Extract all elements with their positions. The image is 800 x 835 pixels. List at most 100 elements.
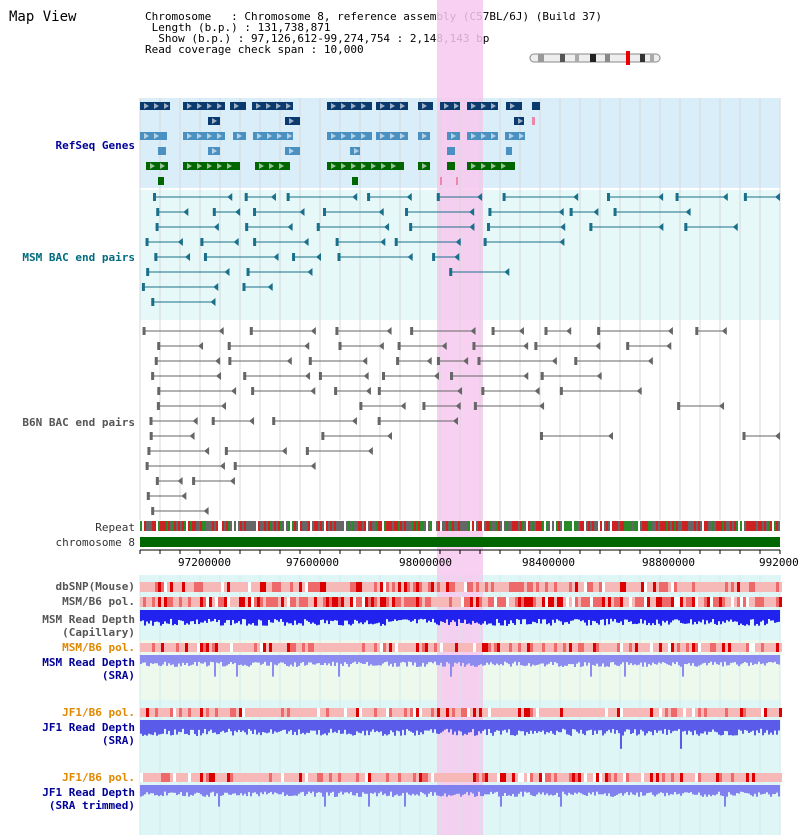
msm-pol-cell	[455, 597, 458, 607]
repeat-element	[530, 521, 532, 531]
jf1-pol-cell	[578, 708, 581, 717]
msm-pol2-cell	[767, 643, 770, 652]
jf1-pol2-cell	[248, 773, 251, 782]
repeat-element	[738, 521, 740, 531]
jf1-sra-depth-bar	[654, 720, 656, 731]
repeat-element	[618, 521, 620, 531]
b6n-bac-pair-end	[721, 327, 727, 335]
dbsnp-cell	[260, 582, 263, 592]
msm-pol2-cell	[170, 643, 173, 652]
repeat-element	[220, 521, 222, 531]
jf1-pol2-cell	[140, 773, 143, 782]
msm-capillary-depth-bar	[684, 610, 686, 624]
msm-capillary-depth-bar	[470, 610, 472, 625]
strand-arrow	[266, 103, 271, 109]
msm-capillary-depth-bar	[324, 610, 326, 624]
msm-capillary-depth-bar	[408, 610, 410, 621]
jf1-pol-cell	[308, 708, 311, 717]
msm-sra-depth-bar	[548, 655, 550, 664]
dbsnp-cell	[521, 582, 524, 592]
dbsnp-cell	[569, 582, 572, 592]
repeat-element	[650, 521, 652, 531]
msm-pol-cell	[716, 597, 719, 607]
jf1-pol-cell	[695, 708, 698, 717]
jf1-trimmed-depth-bar	[410, 785, 412, 796]
msm-capillary-depth-bar	[484, 610, 486, 622]
dbsnp-cell	[659, 582, 662, 592]
jf1-pol-cell	[560, 708, 563, 717]
repeat-element	[334, 521, 336, 531]
jf1-pol2-cell	[566, 773, 569, 782]
jf1-trimmed-depth-bar	[228, 785, 230, 795]
msm-pol2-cell	[731, 643, 734, 652]
jf1-sra-depth-bar	[422, 720, 424, 735]
jf1-trimmed-depth-bar	[596, 785, 598, 792]
msm-pol-cell	[605, 597, 608, 607]
jf1-pol2-cell	[272, 773, 275, 782]
msm-capillary-depth-bar	[648, 610, 650, 623]
jf1-sra-depth-bar	[322, 720, 324, 735]
dbsnp-cell	[332, 582, 335, 592]
bac-end-pair-tracks[interactable]	[141, 193, 780, 515]
msm-pol2-cell	[638, 643, 641, 652]
b6n-bac-pair-end	[198, 342, 204, 350]
track-label-msm-bac[interactable]: MSM BAC end pairs	[22, 251, 135, 264]
jf1-trimmed-depth-bar	[176, 785, 178, 796]
dbsnp-cell	[518, 582, 521, 592]
repeat-element	[584, 521, 586, 531]
repeat-element	[310, 521, 312, 531]
dbsnp-cell	[701, 582, 704, 592]
msm-pol2-cell	[254, 643, 257, 652]
repeat-element	[750, 521, 752, 531]
jf1-sra-depth-bar	[478, 720, 480, 732]
msm-pol2-cell	[602, 643, 605, 652]
strand-arrow	[391, 163, 396, 169]
msm-pol-cell	[482, 597, 485, 607]
jf1-pol-cell	[314, 708, 317, 717]
msm-pol2-cell	[698, 643, 701, 652]
strand-arrow	[351, 103, 356, 109]
jf1-sra-depth-bar	[656, 720, 658, 733]
msm-capillary-depth-bar	[592, 610, 594, 621]
track-label-repeat: Repeat	[95, 521, 135, 534]
msm-pol2-cell	[761, 643, 764, 652]
jf1-trimmed-depth-bar	[516, 785, 518, 797]
jf1-trimmed-depth-bar	[412, 785, 414, 794]
track-label-b6n-bac[interactable]: B6N BAC end pairs	[22, 416, 135, 429]
jf1-sra-depth-bar	[446, 720, 448, 729]
jf1-pol2-cell	[149, 773, 152, 782]
msm-pol-cell	[164, 597, 167, 607]
repeat-element	[632, 521, 634, 531]
jf1-sra-depth-bar	[348, 720, 350, 734]
msm-bac-pair-end	[335, 238, 339, 246]
msm-sra-depth-bar	[202, 655, 204, 664]
repeat-element	[614, 521, 616, 531]
jf1-trimmed-depth-bar	[466, 785, 468, 793]
repeat-element	[296, 521, 298, 531]
track-label-chromosome: chromosome 8	[55, 536, 135, 549]
jf1-pol2-cell	[293, 773, 296, 782]
msm-capillary-depth-bar	[544, 610, 546, 620]
msm-sra-depth-bar	[482, 655, 484, 666]
msm-bac-pair-end	[233, 238, 239, 246]
jf1-trimmed-depth-bar	[146, 785, 148, 793]
jf1-trimmed-depth-bar	[690, 785, 692, 793]
track-label-refseq[interactable]: RefSeq Genes	[55, 139, 135, 152]
jf1-trimmed-depth-bar	[144, 785, 146, 795]
jf1-trimmed-depth-bar	[420, 785, 422, 792]
jf1-pol-cell	[554, 708, 557, 717]
jf1-pol-cell	[422, 708, 425, 717]
jf1-sra-depth-bar	[380, 720, 382, 732]
jf1-trimmed-depth-bar	[432, 785, 434, 796]
dbsnp-cell	[155, 582, 158, 592]
b6n-bac-pair-end	[472, 342, 476, 350]
msm-bac-pair-end	[606, 193, 610, 201]
b6n-bac-pair-end	[677, 402, 681, 410]
jf1-trimmed-depth-bar	[740, 785, 742, 792]
jf1-sra-depth-bar	[494, 720, 496, 732]
jf1-sra-depth-bar	[470, 720, 472, 733]
refseq-gene-track[interactable]	[140, 102, 540, 185]
jf1-sra-depth-bar	[414, 720, 416, 736]
chromosome-ideogram[interactable]	[529, 51, 661, 65]
